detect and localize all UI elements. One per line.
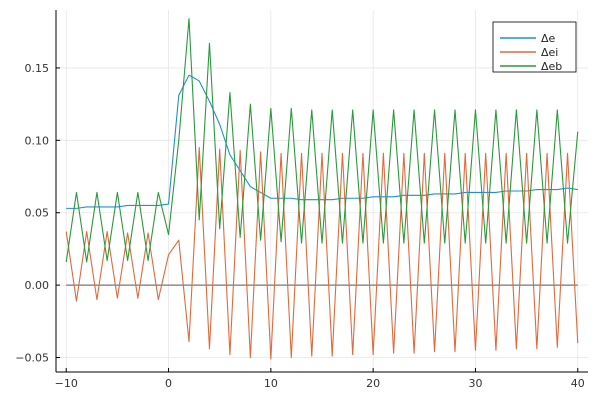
- y-tick-label: 0.05: [25, 207, 50, 220]
- series-line-0: [66, 74, 578, 209]
- legend-label-0: Δe: [541, 32, 556, 45]
- x-tick-label: 0: [165, 377, 172, 390]
- series-line-1: [65, 147, 579, 360]
- x-tick-label: 30: [468, 377, 482, 390]
- series-lines: [65, 18, 579, 360]
- series-line-2: [65, 18, 579, 263]
- x-tick-label: 20: [366, 377, 380, 390]
- legend-label-2: Δeb: [541, 60, 562, 73]
- y-tick-label: 0.15: [25, 62, 50, 75]
- legend-label-1: Δei: [541, 46, 558, 59]
- x-tick-label: 10: [264, 377, 278, 390]
- tick-labels: −10 0 10 20 30 40 −0.05 0.00 0.05 0.10 0.15: [15, 62, 584, 390]
- axes: [55, 10, 588, 373]
- legend-box: [492, 21, 577, 73]
- x-tick-label: −10: [55, 377, 78, 390]
- grid: [56, 10, 588, 372]
- x-tick-label: 40: [571, 377, 585, 390]
- y-tick-label: 0.00: [25, 279, 50, 292]
- y-tick-label: −0.05: [15, 352, 49, 365]
- y-tick-label: 0.10: [25, 134, 50, 147]
